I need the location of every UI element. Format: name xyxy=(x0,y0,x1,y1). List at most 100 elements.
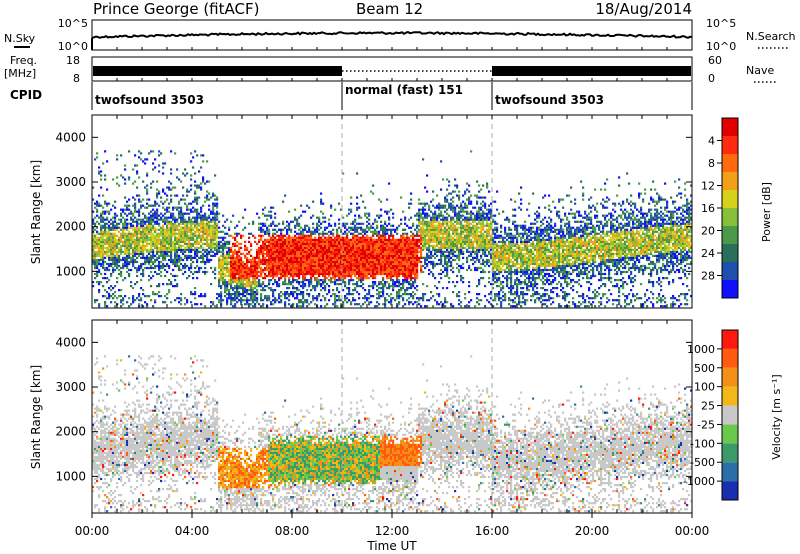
power-echo-cell xyxy=(168,289,171,292)
power-echo-cell xyxy=(148,212,151,215)
power-echo-cell xyxy=(106,252,109,255)
power-echo-cell xyxy=(204,266,207,270)
power-echo-cell xyxy=(328,246,331,249)
power-echo-cell xyxy=(244,244,247,247)
power-echo-cell xyxy=(390,262,393,266)
power-echo-cell xyxy=(120,244,123,247)
power-echo-cell xyxy=(206,224,209,227)
power-echo-cell xyxy=(282,250,285,253)
power-echo-cell xyxy=(312,285,315,288)
power-echo-cell xyxy=(190,218,193,221)
power-echo-cell xyxy=(280,264,283,268)
power-echo-cell xyxy=(314,230,317,233)
power-echo-cell xyxy=(402,254,405,257)
power-echo-cell xyxy=(248,270,251,274)
power-echo-cell xyxy=(268,272,271,276)
power-echo-cell xyxy=(252,287,255,290)
power-echo-cell xyxy=(214,248,217,251)
power-echo-cell xyxy=(170,301,173,304)
power-echo-cell xyxy=(302,272,305,276)
power-echo-cell xyxy=(188,266,191,270)
power-echo-cell xyxy=(416,240,419,243)
power-echo-cell xyxy=(266,214,269,217)
power-echo-cell xyxy=(176,285,179,288)
power-echo-cell xyxy=(294,238,297,241)
power-echo-cell xyxy=(366,216,369,219)
power-echo-cell xyxy=(268,254,271,257)
power-echo-cell xyxy=(310,242,313,245)
power-echo-cell xyxy=(264,262,267,266)
power-echo-cell xyxy=(136,222,139,225)
power-echo-cell xyxy=(386,266,389,270)
power-echo-cell xyxy=(352,248,355,251)
power-echo-cell xyxy=(296,232,299,235)
power-echo-cell xyxy=(374,283,377,286)
power-echo-cell xyxy=(326,254,329,257)
power-echo-cell xyxy=(106,222,109,225)
power-echo-cell xyxy=(302,266,305,270)
power-echo-cell xyxy=(222,283,225,286)
power-echo-cell xyxy=(200,188,203,191)
power-echo-cell xyxy=(166,210,169,213)
power-echo-cell xyxy=(358,297,361,300)
power-echo-cell xyxy=(142,238,145,241)
power-echo-cell xyxy=(360,256,363,259)
power-echo-cell xyxy=(102,216,105,219)
power-echo-cell xyxy=(158,238,161,241)
power-echo-cell xyxy=(118,260,121,264)
power-echo-cell xyxy=(312,266,315,270)
power-echo-cell xyxy=(338,246,341,249)
power-echo-cell xyxy=(272,277,275,280)
power-echo-cell xyxy=(338,236,341,239)
power-echo-cell xyxy=(114,220,117,223)
power-echo-cell xyxy=(284,281,287,284)
power-echo-cell xyxy=(262,287,265,290)
power-echo-cell xyxy=(358,246,361,249)
power-echo-cell xyxy=(380,244,383,247)
power-echo-cell xyxy=(266,246,269,249)
power-echo-cell xyxy=(104,266,107,270)
power-echo-cell xyxy=(170,260,173,264)
power-echo-cell xyxy=(290,238,293,241)
power-echo-cell xyxy=(294,262,297,266)
power-echo-cell xyxy=(332,270,335,274)
power-echo-cell xyxy=(392,274,395,278)
power-echo-cell xyxy=(256,299,259,302)
power-echo-cell xyxy=(378,216,381,219)
power-echo-cell xyxy=(348,246,351,249)
power-echo-cell xyxy=(156,222,159,225)
power-echo-cell xyxy=(334,297,337,300)
power-echo-cell xyxy=(346,270,349,274)
power-echo-cell xyxy=(316,222,319,225)
power-echo-cell xyxy=(224,279,227,282)
power-echo-cell xyxy=(176,194,179,197)
power-echo-cell xyxy=(224,289,227,292)
power-echo-cell xyxy=(264,244,267,247)
power-echo-cell xyxy=(232,262,235,266)
power-echo-cell xyxy=(300,244,303,247)
power-echo-cell xyxy=(358,244,361,247)
power-echo-cell xyxy=(196,277,199,280)
power-echo-cell xyxy=(312,248,315,251)
power-echo-cell xyxy=(218,264,221,268)
power-echo-cell xyxy=(100,246,103,249)
power-echo-cell xyxy=(102,242,105,245)
power-echo-cell xyxy=(268,214,271,217)
power-echo-cell xyxy=(400,262,403,266)
power-echo-cell xyxy=(332,250,335,253)
power-echo-cell xyxy=(200,206,203,209)
power-echo-cell xyxy=(320,192,323,195)
power-echo-cell xyxy=(218,293,221,296)
power-echo-cell xyxy=(226,281,229,284)
power-echo-cell xyxy=(286,274,289,278)
power-echo-cell xyxy=(348,254,351,257)
power-echo-cell xyxy=(152,250,155,253)
power-echo-cell xyxy=(150,182,153,185)
power-echo-cell xyxy=(118,248,121,251)
power-echo-cell xyxy=(200,166,203,169)
power-echo-cell xyxy=(198,222,201,225)
power-echo-cell xyxy=(172,260,175,264)
power-echo-cell xyxy=(322,266,325,270)
power-echo-cell xyxy=(230,254,233,257)
power-echo-cell xyxy=(112,258,115,262)
